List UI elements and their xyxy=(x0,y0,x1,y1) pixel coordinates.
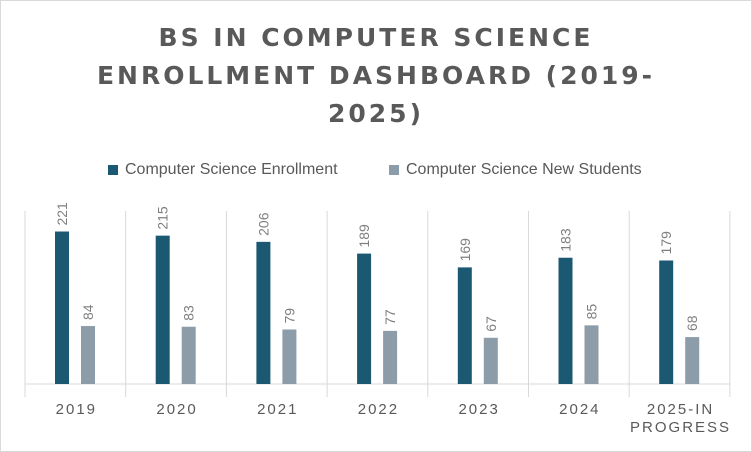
legend-swatch-new-students xyxy=(389,165,399,175)
legend-item-enrollment: Computer Science Enrollment xyxy=(108,161,338,179)
x-tick-label: 2020 xyxy=(156,401,197,418)
x-tick-label: 2022 xyxy=(358,401,399,418)
data-label-enrollment: 215 xyxy=(155,206,171,230)
bar-new-students xyxy=(181,326,196,384)
legend-item-new-students: Computer Science New Students xyxy=(389,161,642,179)
bar-new-students xyxy=(282,329,297,384)
data-label-new-students: 84 xyxy=(80,304,96,320)
x-tick-label: 2021 xyxy=(257,401,298,418)
bar-enrollment xyxy=(558,257,573,384)
chart-title: BS IN COMPUTER SCIENCE ENROLLMENT DASHBO… xyxy=(1,19,751,133)
chart-title-line-3: 2025) xyxy=(327,99,424,128)
bar-new-students xyxy=(383,330,398,384)
data-label-new-students: 83 xyxy=(181,305,197,321)
x-tick-label: 2024 xyxy=(559,401,600,418)
bar-new-students xyxy=(483,337,498,384)
bar-enrollment xyxy=(357,253,372,384)
bar-enrollment xyxy=(457,267,472,384)
legend-swatch-enrollment xyxy=(108,165,118,175)
data-label-enrollment: 221 xyxy=(54,202,70,226)
data-label-new-students: 85 xyxy=(584,304,600,320)
bar-enrollment xyxy=(659,260,674,384)
x-tick-label: 2019 xyxy=(56,401,97,418)
bar-enrollment xyxy=(155,235,170,384)
legend-label-enrollment: Computer Science Enrollment xyxy=(125,161,338,178)
data-label-enrollment: 206 xyxy=(255,212,271,236)
chart-title-line-2: ENROLLMENT DASHBOARD (2019- xyxy=(96,61,656,90)
chart-title-line-1: BS IN COMPUTER SCIENCE xyxy=(158,23,594,52)
bar-new-students xyxy=(584,325,599,384)
bar-new-students xyxy=(81,326,95,384)
data-label-enrollment: 189 xyxy=(356,224,372,248)
bar-enrollment xyxy=(55,231,69,384)
data-label-new-students: 67 xyxy=(483,316,499,332)
data-label-enrollment: 183 xyxy=(558,228,574,252)
x-tick-label: PROGRESS xyxy=(630,419,731,436)
data-label-enrollment: 169 xyxy=(457,238,473,262)
data-label-new-students: 79 xyxy=(281,308,297,324)
data-label-new-students: 77 xyxy=(382,309,398,325)
x-tick-label: 2023 xyxy=(458,401,499,418)
bar-enrollment xyxy=(256,241,271,384)
bar-new-students xyxy=(685,337,700,384)
chart-legend: Computer Science Enrollment Computer Sci… xyxy=(1,161,751,183)
data-label-new-students: 68 xyxy=(684,315,700,331)
legend-label-new-students: Computer Science New Students xyxy=(406,161,642,178)
x-tick-label: 2025-IN xyxy=(647,401,714,418)
data-label-enrollment: 179 xyxy=(658,231,674,255)
